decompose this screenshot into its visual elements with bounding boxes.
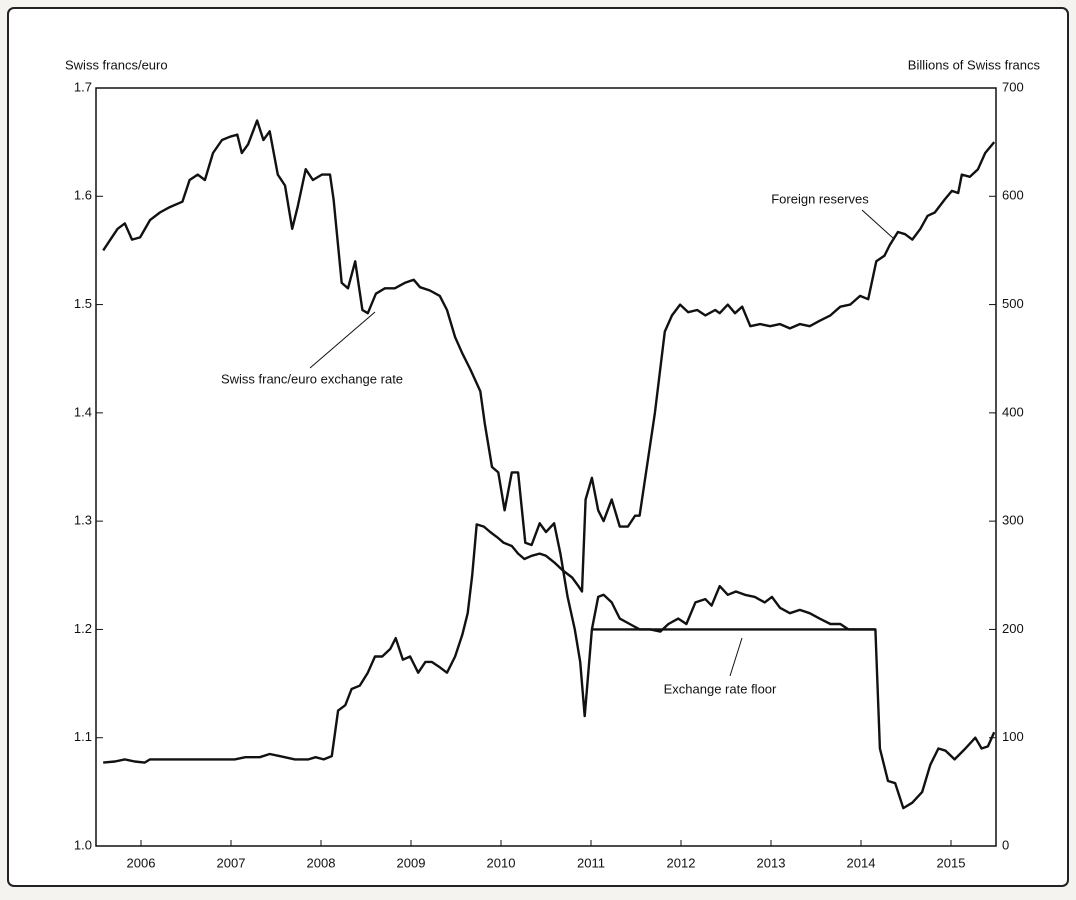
leader-line: [309, 311, 376, 369]
x-tick-label: 2008: [307, 855, 336, 870]
x-tick-label: 2006: [127, 855, 156, 870]
y2-tick-label: 300: [1002, 513, 1024, 528]
y2-tick-label: 0: [1002, 837, 1009, 852]
y-tick-label: 1.4: [74, 404, 92, 419]
y2-axis-label: Billions of Swiss francs: [908, 57, 1041, 72]
y-tick-label: 1.1: [74, 729, 92, 744]
series-line: [102, 119, 996, 810]
series-line: [103, 141, 996, 764]
x-tick-label: 2012: [667, 855, 696, 870]
x-tick-label: 2009: [397, 855, 426, 870]
x-tick-label: 2015: [937, 855, 966, 870]
leader-line: [861, 209, 894, 239]
y-axis-label: Swiss francs/euro: [65, 57, 168, 72]
y-tick-label: 1.5: [74, 296, 92, 311]
x-tick-label: 2010: [487, 855, 516, 870]
leader-line: [729, 637, 743, 677]
x-tick-label: 2011: [577, 855, 605, 870]
x-tick-label: 2007: [217, 855, 246, 870]
annotation: Exchange rate floor: [664, 681, 777, 696]
y2-tick-label: 700: [1002, 79, 1024, 94]
y-tick-label: 1.6: [74, 188, 92, 203]
y-tick-label: 1.2: [74, 621, 92, 636]
plot-area: [95, 87, 997, 847]
y2-tick-label: 200: [1002, 621, 1024, 636]
x-tick-label: 2013: [757, 855, 786, 870]
y-tick-label: 1.3: [74, 513, 92, 528]
annotation: Swiss franc/euro exchange rate: [221, 371, 403, 386]
x-tick-label: 2014: [847, 855, 876, 870]
y-tick-label: 1.7: [74, 79, 92, 94]
annotation: Foreign reserves: [771, 191, 869, 206]
y2-tick-label: 400: [1002, 404, 1024, 419]
y2-tick-label: 600: [1002, 188, 1024, 203]
y2-tick-label: 500: [1002, 296, 1024, 311]
y-tick-label: 1.0: [74, 837, 92, 852]
frame: [7, 7, 1069, 887]
y2-tick-label: 100: [1002, 729, 1024, 744]
